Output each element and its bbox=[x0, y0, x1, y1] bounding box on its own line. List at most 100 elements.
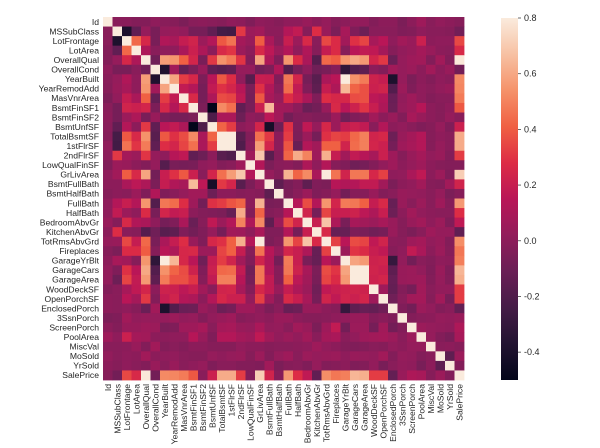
heatmap-cell bbox=[160, 341, 170, 352]
heatmap-cell bbox=[283, 255, 294, 266]
heatmap-cell bbox=[454, 332, 465, 343]
heatmap-cell bbox=[283, 341, 294, 352]
heatmap-cell bbox=[350, 351, 360, 362]
heatmap-cell bbox=[388, 370, 398, 381]
heatmap-cell bbox=[131, 284, 142, 295]
y-tick-label: ScreenPorch bbox=[49, 322, 99, 332]
heatmap-cell bbox=[226, 246, 237, 257]
heatmap-cell bbox=[426, 112, 436, 123]
x-tick-label: HalfBath bbox=[293, 384, 303, 417]
heatmap-cell bbox=[217, 265, 227, 276]
heatmap-cell bbox=[350, 265, 360, 276]
heatmap-cell bbox=[388, 160, 398, 171]
heatmap-cell bbox=[179, 255, 189, 266]
heatmap-cell bbox=[122, 188, 132, 199]
heatmap-cell bbox=[207, 131, 218, 142]
heatmap-cell bbox=[264, 150, 275, 161]
heatmap-cell bbox=[207, 102, 218, 113]
heatmap-cell bbox=[103, 141, 113, 152]
heatmap-cell bbox=[397, 332, 408, 343]
heatmap-cell bbox=[397, 150, 408, 161]
heatmap-cell bbox=[169, 236, 180, 247]
heatmap-cell bbox=[378, 112, 389, 123]
heatmap-cell bbox=[388, 17, 398, 27]
x-tick-label: YrSold bbox=[445, 384, 455, 410]
heatmap-cell bbox=[388, 45, 398, 56]
heatmap-cell bbox=[331, 36, 341, 47]
heatmap-cell bbox=[407, 64, 417, 75]
heatmap-cell bbox=[122, 64, 132, 75]
heatmap-cell bbox=[236, 246, 246, 257]
heatmap-cell bbox=[264, 74, 275, 85]
heatmap-cell bbox=[160, 294, 170, 304]
heatmap-cell bbox=[445, 83, 455, 94]
heatmap-cell bbox=[236, 265, 246, 276]
heatmap-cell bbox=[283, 160, 294, 171]
heatmap-cell bbox=[293, 246, 303, 257]
heatmap-cell bbox=[388, 169, 398, 180]
heatmap-cell bbox=[388, 332, 398, 343]
heatmap-cell bbox=[359, 141, 370, 152]
heatmap-cell bbox=[226, 370, 237, 381]
y-tick-label: PoolArea bbox=[64, 332, 100, 342]
y-tick-label: GrLivArea bbox=[60, 170, 99, 180]
heatmap-cell bbox=[293, 179, 303, 190]
heatmap-cell bbox=[264, 341, 275, 352]
heatmap-cell bbox=[274, 93, 284, 104]
heatmap-cell bbox=[359, 322, 370, 333]
heatmap-cell bbox=[255, 274, 265, 285]
heatmap-cell bbox=[397, 351, 408, 362]
heatmap-cell bbox=[435, 370, 446, 381]
heatmap-cell bbox=[245, 26, 256, 37]
heatmap-cell bbox=[407, 284, 417, 295]
heatmap-cell bbox=[340, 188, 351, 199]
heatmap-cell bbox=[416, 188, 427, 199]
heatmap-cell bbox=[445, 26, 455, 37]
heatmap-cell bbox=[169, 93, 180, 104]
heatmap-cell bbox=[217, 246, 227, 257]
heatmap-cell bbox=[378, 341, 389, 352]
heatmap-cell bbox=[141, 227, 151, 238]
heatmap-cell bbox=[369, 179, 379, 190]
heatmap-cell bbox=[359, 102, 370, 113]
heatmap-cell bbox=[426, 294, 436, 304]
heatmap-cell bbox=[426, 36, 436, 47]
heatmap-cell bbox=[103, 150, 113, 161]
heatmap-cells bbox=[103, 17, 465, 381]
y-tick-label: BsmtFinSF1 bbox=[52, 103, 99, 113]
heatmap-cell bbox=[321, 160, 332, 171]
heatmap-cell bbox=[283, 64, 294, 75]
heatmap-cell bbox=[226, 112, 237, 123]
heatmap-cell bbox=[264, 112, 275, 123]
heatmap-cell bbox=[445, 169, 455, 180]
heatmap-cell bbox=[274, 188, 284, 199]
heatmap-cell bbox=[388, 74, 398, 85]
heatmap-cell bbox=[378, 236, 389, 247]
heatmap-cell bbox=[160, 370, 170, 381]
heatmap-cell bbox=[150, 150, 161, 161]
heatmap-cell bbox=[207, 294, 218, 304]
heatmap-cell bbox=[388, 360, 398, 371]
heatmap-cell bbox=[188, 322, 199, 333]
heatmap-cell bbox=[416, 332, 427, 343]
heatmap-cell bbox=[312, 64, 322, 75]
heatmap-cell bbox=[122, 83, 132, 94]
heatmap-cell bbox=[331, 294, 341, 304]
heatmap-cell bbox=[112, 188, 123, 199]
heatmap-cell bbox=[426, 265, 436, 276]
heatmap-cell bbox=[141, 150, 151, 161]
heatmap-cell bbox=[435, 341, 446, 352]
heatmap-cell bbox=[255, 141, 265, 152]
heatmap-cell bbox=[245, 160, 256, 171]
heatmap-cell bbox=[369, 198, 379, 209]
heatmap-cell bbox=[179, 112, 189, 123]
heatmap-cell bbox=[141, 265, 151, 276]
heatmap-cell bbox=[426, 322, 436, 333]
heatmap-cell bbox=[188, 370, 199, 381]
heatmap-cell bbox=[350, 17, 360, 27]
heatmap-cell bbox=[188, 83, 199, 94]
heatmap-cell bbox=[198, 208, 208, 218]
heatmap-cell bbox=[160, 131, 170, 142]
heatmap-cell bbox=[112, 255, 123, 266]
heatmap-cell bbox=[293, 74, 303, 85]
